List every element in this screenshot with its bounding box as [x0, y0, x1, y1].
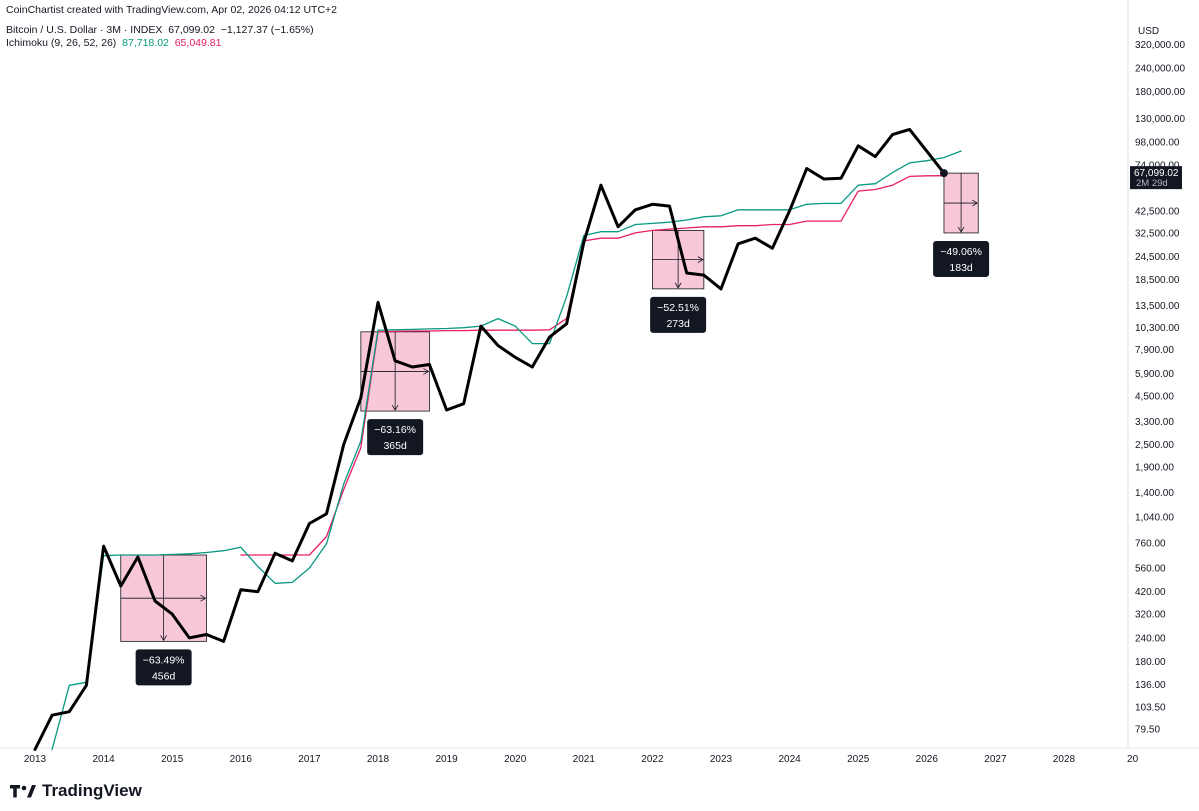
y-tick-label: 3,300.00 [1135, 417, 1174, 428]
chart-credit: CoinChartist created with TradingView.co… [6, 4, 338, 16]
span-a-line [51, 150, 962, 751]
price-line [33, 127, 946, 751]
x-tick-label: 20 [1127, 754, 1139, 765]
span-b-line [240, 175, 945, 556]
x-tick-label: 2015 [161, 754, 184, 765]
y-tick-label: 5,900.00 [1135, 369, 1174, 380]
x-tick-label: 2028 [1053, 754, 1076, 765]
drawdown-measure: −49.06% 183d [933, 172, 990, 277]
x-tick-label: 2014 [92, 754, 115, 765]
y-tick-label: 560.00 [1135, 563, 1166, 574]
currency-label: USD [1138, 26, 1159, 37]
drawdown-days: 273d [666, 318, 690, 330]
y-tick-label: 98,000.00 [1135, 137, 1180, 148]
x-tick-label: 2027 [984, 754, 1007, 765]
y-tick-label: 180,000.00 [1135, 87, 1185, 98]
drawdown-days: 456d [152, 670, 176, 682]
tradingview-logo: TradingView [10, 781, 142, 801]
drawdown-v-arrowhead [160, 635, 167, 642]
y-tick-label: 320.00 [1135, 610, 1166, 621]
symbol-name: Bitcoin / U.S. Dollar · 3M · INDEX [6, 24, 163, 36]
last-price: 67,099.02 [168, 24, 215, 36]
y-tick-label: 74,000.00 [1135, 161, 1180, 172]
x-tick-label: 2021 [573, 754, 596, 765]
y-tick-label: 24,500.00 [1135, 252, 1180, 263]
drawdown-boxes: −63.49% 456d −63.16% 365d −52.51% 273d −49.06%… [120, 172, 990, 686]
indicator-name: Ichimoku (9, 26, 52, 26) [6, 37, 117, 49]
x-tick-label: 2025 [847, 754, 870, 765]
y-tick-label: 130,000.00 [1135, 114, 1185, 125]
y-tick-label: 10,300.00 [1135, 323, 1180, 334]
y-tick-label: 320,000.00 [1135, 40, 1185, 51]
y-tick-label: 2,500.00 [1135, 440, 1174, 451]
x-tick-label: 2026 [916, 754, 939, 765]
drawdown-v-arrowhead [957, 226, 965, 233]
y-tick-label: 32,500.00 [1135, 228, 1180, 239]
y-tick-label: 7,900.00 [1135, 345, 1174, 356]
x-tick-label: 2020 [504, 754, 527, 765]
drawdown-days: 365d [383, 440, 407, 452]
x-tick-label: 2018 [367, 754, 390, 765]
y-tick-label: 1,040.00 [1135, 512, 1174, 523]
drawdown-percent: −49.06% [940, 246, 982, 258]
x-tick-label: 2017 [298, 754, 321, 765]
x-tick-label: 2022 [641, 754, 664, 765]
brand-name: TradingView [42, 781, 142, 800]
tradingview-icon [10, 785, 36, 798]
drawdown-label-bg [650, 296, 707, 333]
y-tick-label: 180.00 [1135, 657, 1166, 668]
x-tick-label: 2019 [435, 754, 458, 765]
y-tick-label: 136.00 [1135, 680, 1166, 691]
last-price-tag-countdown: 2M 29d [1136, 178, 1168, 189]
drawdown-v-arrowhead [674, 282, 682, 289]
y-tick-label: 760.00 [1135, 538, 1166, 549]
drawdown-label-bg [933, 240, 990, 277]
drawdown-percent: −63.49% [143, 654, 185, 666]
span-b-value: 65,049.81 [174, 37, 222, 49]
symbol-legend[interactable]: Bitcoin / U.S. Dollar · 3M · INDEX 67,09… [6, 24, 314, 36]
y-tick-label: 13,500.00 [1135, 301, 1180, 312]
drawdown-percent: −52.51% [657, 302, 699, 314]
span-a-value: 87,718.02 [122, 37, 169, 49]
y-tick-label: 240.00 [1135, 633, 1166, 644]
drawdown-h-arrowhead [972, 199, 979, 207]
drawdown-label-bg [135, 649, 192, 686]
drawdown-measure: −52.51% 273d [650, 230, 707, 333]
y-tick-label: 103.50 [1135, 703, 1166, 714]
drawdown-days: 183d [949, 262, 973, 274]
y-tick-label: 4,500.00 [1135, 392, 1174, 403]
drawdown-percent: −63.16% [374, 424, 416, 436]
x-tick-label: 2013 [24, 754, 47, 765]
x-tick-label: 2024 [778, 754, 801, 765]
y-tick-label: 42,500.00 [1135, 206, 1180, 217]
drawdown-measure: −63.16% 365d [360, 331, 430, 456]
y-tick-label: 240,000.00 [1135, 64, 1185, 75]
y-tick-label: 18,500.00 [1135, 275, 1180, 286]
indicator-legend[interactable]: Ichimoku (9, 26, 52, 26) 87,718.02 65,04… [6, 37, 221, 49]
drawdown-h-arrowhead [697, 256, 704, 263]
y-tick-label: 1,400.00 [1135, 488, 1174, 499]
drawdown-h-arrowhead [423, 368, 430, 375]
x-tick-label: 2016 [230, 754, 253, 765]
y-tick-label: 1,900.00 [1135, 463, 1174, 474]
y-tick-label: 79.50 [1135, 725, 1160, 736]
price-change: −1,127.37 (−1.65%) [220, 24, 314, 36]
axes: USD 79.50 103.50 136.00 180.00 240.00 320.00 42… [0, 0, 1199, 765]
x-tick-label: 2023 [710, 754, 733, 765]
drawdown-label-bg [367, 419, 424, 456]
drawdown-v-arrowhead [391, 404, 399, 411]
last-price-tag-bg [1130, 166, 1182, 190]
drawdown-measure: −63.49% 456d [120, 554, 207, 686]
last-price-tag-value: 67,099.02 [1134, 168, 1179, 179]
last-price-dot [939, 169, 948, 178]
y-tick-label: 420.00 [1135, 587, 1166, 598]
drawdown-h-arrowhead [200, 594, 207, 602]
